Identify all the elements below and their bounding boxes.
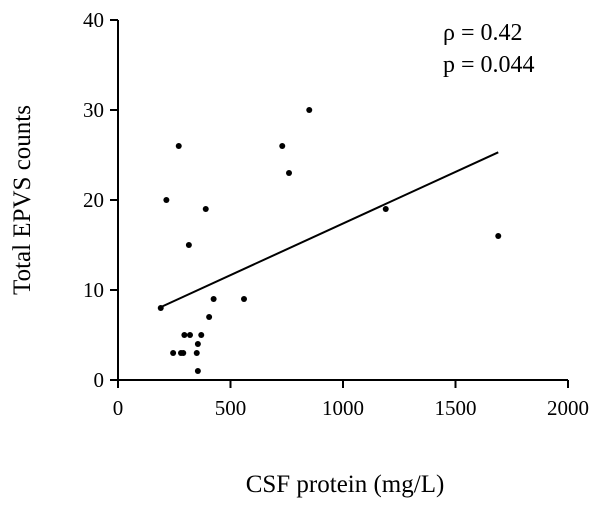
data-point — [206, 314, 213, 320]
x-tick-label: 1000 — [322, 396, 364, 420]
x-tick-label: 2000 — [547, 396, 589, 420]
data-point — [495, 233, 502, 239]
ticks: 0 500 1000 1500 2000 0 10 20 30 40 — [83, 8, 589, 420]
data-point — [187, 332, 193, 338]
data-point — [194, 368, 201, 374]
data-point — [175, 143, 182, 149]
y-axis-title: Total EPVS counts — [9, 105, 36, 295]
data-point — [185, 242, 192, 248]
data-point — [170, 350, 177, 356]
data-point — [198, 332, 205, 338]
y-tick-label: 0 — [94, 368, 105, 392]
data-point — [210, 296, 217, 302]
data-point — [180, 350, 187, 356]
data-point — [306, 107, 313, 113]
data-points — [157, 107, 502, 374]
data-point — [382, 206, 389, 212]
y-tick-label: 20 — [83, 188, 104, 212]
rho-annotation: ρ = 0.42 — [443, 20, 523, 46]
data-point — [163, 197, 170, 203]
data-point — [181, 332, 188, 338]
data-point — [194, 341, 201, 347]
x-axis-title: CSF protein (mg/L) — [246, 471, 445, 498]
data-point — [286, 170, 292, 176]
data-point — [202, 206, 209, 212]
x-tick-label: 1500 — [435, 396, 477, 420]
data-point — [193, 350, 200, 356]
y-tick-label: 40 — [83, 8, 104, 32]
x-tick-label: 0 — [113, 396, 124, 420]
x-tick-label: 500 — [215, 396, 247, 420]
data-point — [279, 143, 286, 149]
y-tick-label: 30 — [83, 98, 104, 122]
data-point — [241, 296, 247, 302]
y-tick-label: 10 — [83, 278, 104, 302]
regression-line — [160, 151, 499, 309]
p-value-annotation: p = 0.044 — [443, 52, 535, 78]
